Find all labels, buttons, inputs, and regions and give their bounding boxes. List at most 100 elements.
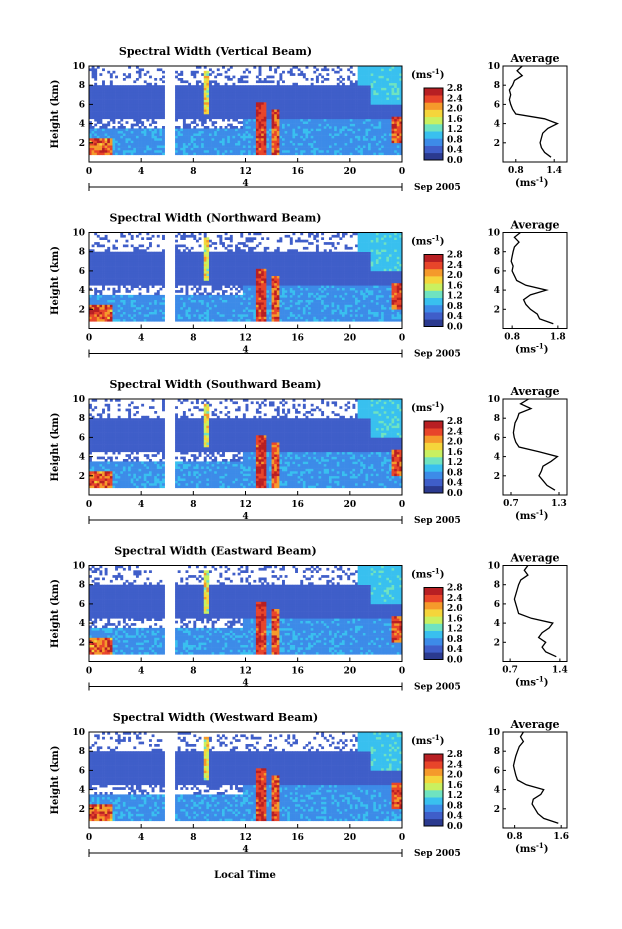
heatmap-cell	[135, 109, 139, 112]
heatmap-cell	[331, 94, 335, 98]
heatmap-cell	[138, 273, 142, 276]
heatmap-cell	[154, 311, 158, 315]
heatmap-cell	[313, 111, 317, 115]
heatmap-cell	[130, 114, 134, 117]
heatmap-cell	[117, 126, 121, 129]
heatmap-cell	[253, 138, 257, 141]
heatmap-cell	[195, 85, 199, 88]
heatmap-cell	[284, 85, 288, 88]
heatmap-cell	[146, 99, 150, 103]
heatmap-cell	[146, 152, 150, 156]
heatmap-cell	[148, 263, 152, 267]
heatmap-cell	[321, 80, 325, 84]
heatmap-cell	[180, 237, 184, 240]
x-tick-label: 8	[190, 167, 196, 177]
heatmap-cell	[154, 104, 158, 108]
heatmap-cell	[162, 249, 165, 252]
heatmap-cell	[355, 104, 358, 108]
heatmap-cell	[365, 111, 369, 115]
heatmap-cell	[188, 234, 192, 238]
heatmap-cell	[104, 147, 108, 151]
heatmap-cell	[94, 275, 98, 279]
heatmap-cell	[180, 78, 184, 81]
heatmap-cell	[112, 111, 116, 115]
heatmap-cell	[133, 133, 137, 136]
heatmap-cell	[287, 114, 291, 117]
heatmap-cell	[109, 251, 113, 255]
heatmap-cell	[89, 254, 92, 257]
heatmap-cell	[258, 130, 262, 134]
heatmap-cell	[378, 70, 382, 74]
heatmap-cell	[295, 109, 298, 112]
heatmap-cell	[130, 316, 134, 320]
heatmap-cell	[104, 263, 108, 267]
heatmap-cell	[263, 114, 267, 117]
heatmap-cell	[373, 68, 377, 72]
heatmap-cell	[96, 297, 100, 300]
heatmap-cell	[339, 106, 343, 110]
heatmap-cell	[117, 94, 121, 98]
heatmap-cell	[375, 106, 379, 110]
heatmap-cell	[321, 94, 325, 98]
heatmap-cell	[180, 311, 184, 315]
heatmap-cell	[232, 118, 236, 122]
heatmap-cell	[102, 123, 105, 127]
heatmap-cell	[302, 106, 306, 110]
heatmap-cell	[112, 87, 116, 91]
heatmap-cell	[195, 135, 199, 139]
heatmap-cell	[284, 87, 288, 91]
heatmap-cell	[143, 85, 147, 88]
heatmap-cell	[375, 68, 379, 72]
heatmap-cell	[125, 261, 129, 264]
heatmap-cell	[143, 116, 147, 120]
heatmap-cell	[399, 121, 403, 124]
heatmap-cell	[180, 290, 184, 293]
heatmap-cell	[336, 123, 340, 127]
heatmap-cell	[214, 278, 218, 281]
heatmap-cell	[219, 147, 223, 151]
heatmap-cell	[146, 266, 150, 269]
heatmap-cell	[99, 244, 103, 248]
heatmap-cell	[182, 275, 186, 279]
heatmap-cell	[214, 299, 218, 303]
heatmap-cell	[141, 150, 145, 153]
heatmap-cell	[381, 130, 385, 134]
heatmap-cell	[117, 102, 121, 105]
heatmap-cell	[357, 70, 361, 74]
heatmap-cell	[310, 114, 314, 117]
heatmap-cell	[334, 90, 338, 93]
heatmap-cell	[321, 118, 325, 122]
heatmap-cell	[258, 150, 262, 153]
heatmap-cell	[109, 254, 113, 257]
heatmap-cell	[190, 302, 194, 305]
heatmap-cell	[360, 92, 364, 96]
heatmap-cell	[102, 280, 105, 284]
heatmap-cell	[232, 85, 236, 88]
heatmap-cell	[227, 135, 231, 139]
heatmap-cell	[203, 116, 207, 120]
heatmap-cell	[289, 85, 293, 88]
heatmap-cell	[289, 87, 293, 91]
heatmap-cell	[175, 104, 178, 108]
heatmap-cell	[177, 73, 181, 76]
heatmap-cell	[284, 92, 288, 96]
heatmap-cell	[104, 128, 108, 132]
heatmap-cell	[193, 266, 197, 269]
heatmap-cell	[355, 138, 358, 141]
heatmap-cell	[188, 138, 192, 141]
heatmap-cell	[208, 73, 212, 76]
heatmap-cell	[302, 147, 306, 151]
heatmap-cell	[240, 87, 244, 91]
heatmap-cell	[211, 287, 215, 291]
heatmap-cell	[263, 99, 267, 103]
heatmap-cell	[107, 270, 111, 274]
heatmap-cell	[232, 99, 236, 103]
heatmap-cell	[122, 280, 126, 284]
heatmap-cell	[232, 140, 236, 144]
heatmap-cell	[388, 140, 392, 144]
heatmap-cell	[195, 290, 199, 293]
heatmap-cell	[214, 147, 218, 151]
heatmap-cell	[224, 97, 228, 100]
heatmap-cell	[240, 126, 244, 129]
heatmap-cell	[282, 152, 285, 156]
